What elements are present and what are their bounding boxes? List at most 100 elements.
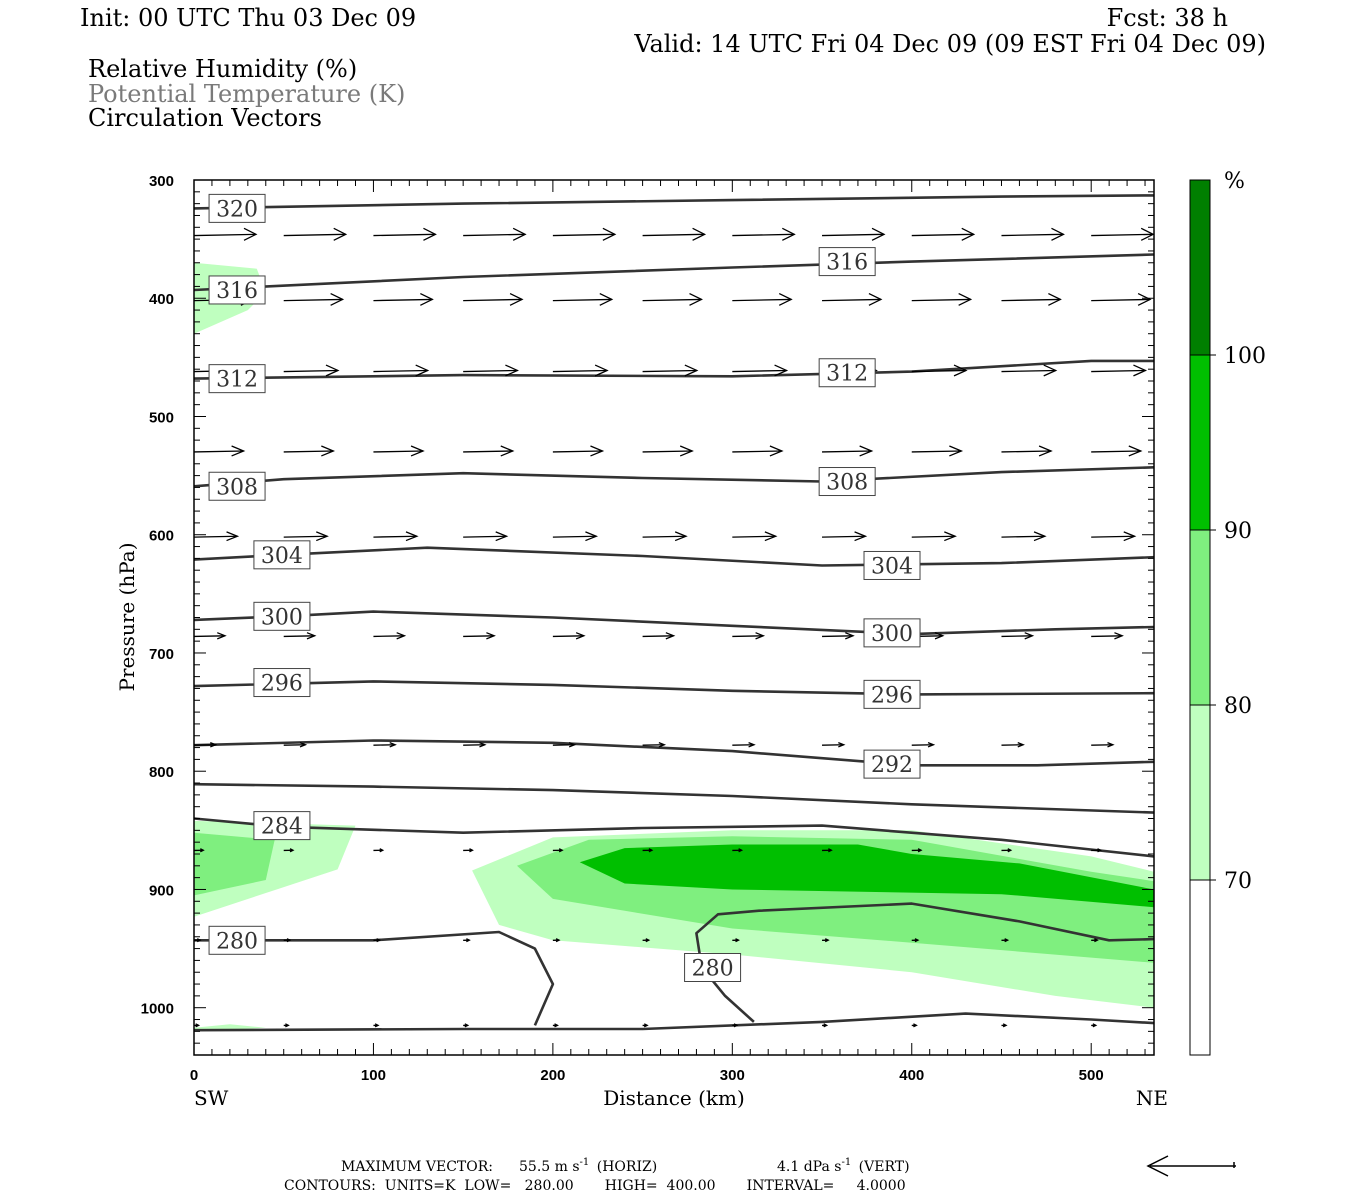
rh-region-80-90-4 [194,832,275,896]
circulation-vector-3-6 [732,445,784,457]
circulation-vector-3-4 [552,445,605,457]
y-tick-label: 600 [149,528,174,545]
theta-contour-308-3 [194,466,1154,488]
max-vector-label: MAXIMUM VECTOR: [341,1159,493,1175]
contour-label-280-10-1: 280 [692,957,734,982]
x-tick-label: 400 [899,1067,924,1084]
circulation-vector-6-4 [552,741,577,748]
circulation-vector-0-4 [552,227,617,241]
circulation-vector-6-7 [822,741,846,748]
x-tick-label: 100 [361,1067,386,1084]
valid-time: Valid: 14 UTC Fri 04 Dec 09 (09 EST Fri … [633,30,1266,58]
circulation-vector-9-4 [552,1023,559,1028]
y-tick-label: 500 [149,409,174,426]
circulation-vector-3-3 [463,445,515,457]
circulation-vector-9-5 [642,1023,649,1028]
contour-label-308-3-0: 308 [216,475,258,500]
circulation-vector-3-0 [194,445,246,457]
circulation-vector-9-1 [283,1023,290,1028]
circulation-vector-9-3 [463,1023,470,1028]
circulation-vector-8-7 [822,938,830,943]
circulation-vector-1-3 [463,292,524,306]
circulation-vector-8-6 [732,938,740,943]
contour-label-316-1-1: 316 [826,251,868,276]
circulation-vector-1-5 [642,292,703,306]
y-tick-label: 900 [149,882,174,899]
y-tick-label: 1000 [141,1001,174,1018]
circulation-vector-0-8 [911,227,976,241]
colorbar-segment-3 [1190,355,1210,530]
max-vector-horiz: 55.5 m s [519,1159,580,1175]
circulation-vector-7-9 [1001,848,1013,853]
circulation-vector-4-6 [732,531,778,542]
x-tick-label: 300 [720,1067,745,1084]
x-axis-tick-labels: 0 100 200 300 400 500 [190,1067,1104,1084]
contour-label-308-3-1: 308 [826,471,868,496]
circulation-vector-4-7 [822,531,868,542]
contour-label-296-6-1: 296 [871,683,913,708]
rh-region-90-100-6 [579,844,1154,908]
circulation-vector-8-3 [463,938,471,943]
circulation-vector-7-7 [822,848,833,853]
circulation-vector-5-1 [283,632,317,640]
theta-contour-280-10 [194,930,555,1026]
circulation-vector-1-7 [822,292,883,306]
circulation-vector-5-6 [732,632,766,640]
circulation-vector-3-2 [373,445,425,457]
circulation-vector-7-8 [911,848,923,853]
colorbar-segment-0 [1190,880,1210,1055]
circulation-vector-4-3 [463,531,509,542]
circulation-vector-1-6 [732,292,793,306]
circulation-vector-1-10 [1091,292,1152,306]
circulation-vector-2-5 [642,364,699,377]
colorbar-tick-label: 100 [1224,344,1266,369]
circulation-vector-0-5 [642,227,707,241]
contour-label-box-316-1-0 [208,275,266,305]
contour-label-300-5-0: 300 [261,605,303,630]
contour-label-284-9-0: 284 [261,815,303,840]
circulation-vector-2-2 [373,364,430,377]
circulation-vector-7-0 [194,848,205,853]
circulation-vector-8-5 [642,938,651,943]
colorbar-tick-label: 70 [1224,869,1252,894]
x-axis-right-end: NE [1136,1086,1168,1110]
circulation-vector-7-1 [283,848,295,853]
circulation-vector-2-8 [911,364,968,377]
y-tick-label: 800 [149,764,174,781]
circulation-vector-1-1 [283,292,345,306]
y-axis-label: Pressure (hPa) [115,543,139,692]
circulation-vector-6-3 [463,741,487,748]
circulation-vector-6-8 [911,741,936,748]
circulation-vector-9-2 [373,1023,380,1028]
legend-relative-humidity: Relative Humidity (%) [88,55,357,83]
contour-label-box-300-5-1 [863,618,921,648]
axis-ticks [193,179,1154,1056]
x-tick-label: 200 [540,1067,565,1084]
contour-label-box-312-2-1 [818,358,876,388]
max-vector-horiz-superscript: -1 [580,1157,590,1168]
circulation-vector-7-2 [373,848,385,853]
circulation-vector-5-7 [822,632,855,640]
colorbar-tick-label: 90 [1224,519,1252,544]
circulation-vector-2-10 [1091,364,1148,377]
circulation-vector-9-8 [911,1023,918,1028]
colorbar: 70 80 90 100 [1189,179,1266,1056]
contour-label-292-7-0: 292 [871,753,913,778]
x-tick-label: 500 [1079,1067,1104,1084]
colorbar-segment-4 [1190,180,1210,355]
circulation-vector-3-8 [911,445,964,457]
contour-label-box-280-10-0 [208,925,266,955]
y-tick-label: 300 [149,173,174,190]
circulation-vector-2-1 [283,364,340,377]
contour-label-312-2-0: 312 [216,368,258,393]
theta-contour-312-2 [194,359,1154,380]
legend-potential-temperature: Potential Temperature (K) [88,80,405,108]
max-vector-horiz-unit: (HORIZ) [597,1159,657,1175]
circulation-vector-8-1 [283,938,292,943]
contour-label-box-308-3-1 [818,467,876,497]
circulation-vector-5-3 [463,632,496,640]
circulation-vector-5-2 [373,632,407,640]
forecast-hour: Fcst: 38 h [1107,4,1228,32]
y-axis-tick-labels: 300 400 500 600 700 800 900 1000 [141,173,174,1018]
contour-label-box-296-6-1 [863,679,921,709]
